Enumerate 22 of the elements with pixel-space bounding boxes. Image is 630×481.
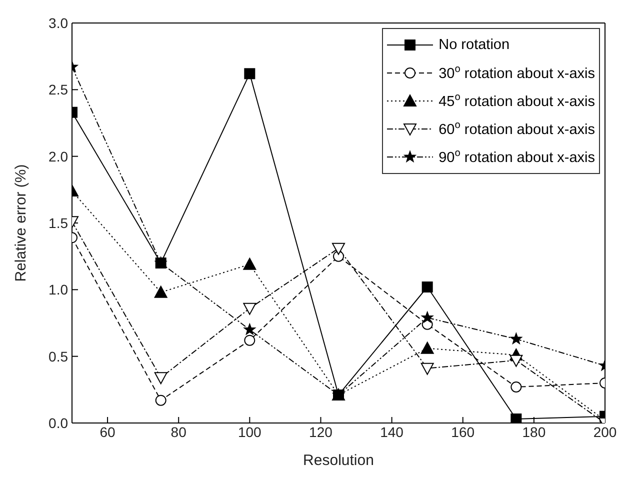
x-tick-label: 180 (522, 424, 546, 440)
legend-label: 90$^{o}$ rotation about x-axis (438, 148, 595, 166)
x-tick-label: 100 (238, 424, 262, 440)
y-tick-label: 0.5 (48, 348, 68, 364)
x-tick-label: 120 (309, 424, 333, 440)
y-tick-label: 2.5 (48, 82, 68, 98)
x-tick-label: 60 (100, 424, 116, 440)
legend-label: 45$^{o}$ rotation about x-axis (438, 92, 595, 110)
legend-label: 60$^{o}$ rotation about x-axis (438, 120, 595, 138)
y-tick-label: 1.0 (48, 282, 68, 298)
x-tick-label: 80 (170, 424, 187, 440)
y-tick-label: 1.5 (48, 214, 68, 231)
legend-label: No rotation (438, 37, 510, 53)
y-tick-label: 2.0 (48, 148, 68, 164)
x-axis-title: Resolution (303, 452, 374, 469)
x-tick-label: 200 (593, 424, 617, 440)
y-tick-label: 0.0 (48, 414, 68, 431)
x-tick-label: 140 (380, 424, 404, 440)
legend-label: 30$^{o}$ rotation about x-axis (438, 64, 595, 82)
y-axis-title: Relative error (%) (12, 164, 30, 282)
x-tick-label: 160 (451, 424, 475, 440)
y-tick-label: 3.0 (48, 14, 68, 31)
